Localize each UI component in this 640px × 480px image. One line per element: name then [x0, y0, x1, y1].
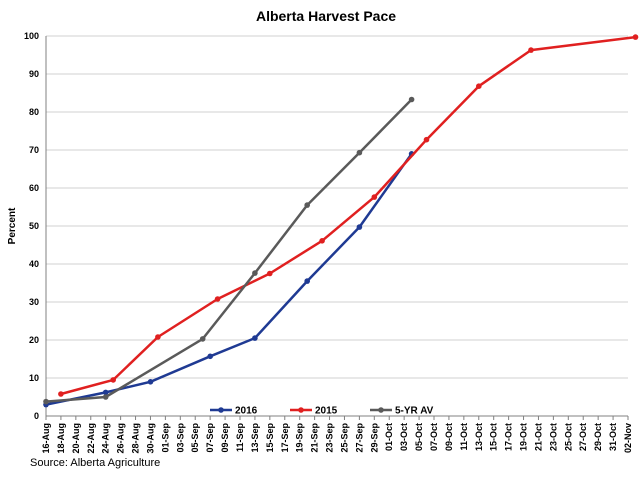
- data-point: [304, 202, 311, 208]
- y-tick-label: 30: [29, 297, 39, 307]
- x-tick-label: 25-Sep: [339, 422, 349, 452]
- data-point: [102, 389, 109, 396]
- y-tick-label: 0: [34, 411, 39, 421]
- data-point: [267, 270, 273, 277]
- series-2015: [58, 34, 639, 397]
- x-tick-label: 13-Sep: [250, 422, 260, 452]
- chart-title: Alberta Harvest Pace: [256, 8, 396, 24]
- x-tick-label: 07-Sep: [205, 422, 215, 452]
- x-tick-label: 23-Oct: [548, 423, 558, 451]
- data-point: [319, 238, 325, 244]
- y-tick-label: 20: [29, 335, 39, 345]
- data-point: [356, 149, 363, 156]
- data-point: [207, 353, 213, 360]
- x-tick-label: 19-Oct: [519, 423, 529, 451]
- x-tick-label: 27-Sep: [354, 422, 364, 452]
- x-tick-label: 11-Oct: [459, 423, 469, 451]
- x-tick-label: 30-Aug: [145, 423, 155, 454]
- x-tick-label: 19-Sep: [295, 422, 305, 452]
- data-point: [371, 194, 378, 200]
- x-tick-label: 01-Sep: [160, 422, 170, 452]
- x-tick-label: 03-Sep: [175, 422, 185, 452]
- y-tick-label: 10: [29, 373, 39, 383]
- x-tick-label: 15-Sep: [265, 422, 275, 452]
- x-tick-label: 05-Sep: [190, 422, 200, 452]
- data-point: [476, 83, 482, 89]
- y-tick-labels: 0 10 20 30 40 50 60 70 80 90 100: [24, 31, 39, 421]
- data-point: [356, 224, 363, 230]
- x-tick-label: 29-Sep: [369, 422, 379, 452]
- x-tick-label: 09-Oct: [444, 423, 454, 451]
- x-tick-label: 01-Oct: [384, 423, 394, 451]
- x-tick-label: 23-Sep: [325, 422, 335, 452]
- x-tick-label: 17-Oct: [504, 423, 514, 451]
- x-tick-label: 11-Sep: [235, 423, 245, 453]
- x-tick-label: 25-Oct: [563, 423, 573, 451]
- legend-label: 5-YR AV: [395, 406, 434, 417]
- legend-marker: [378, 407, 384, 413]
- x-tick-label: 07-Oct: [429, 423, 439, 451]
- data-point: [147, 379, 154, 385]
- x-tick-label: 29-Oct: [593, 423, 603, 451]
- legend-marker: [218, 407, 224, 413]
- legend-label: 2016: [235, 406, 258, 417]
- data-point: [155, 334, 161, 340]
- x-tick-labels: 16-Aug 18-Aug 20-Aug 22-Aug 24-Aug 26-Aug 28-A…: [41, 416, 633, 454]
- x-tick-label: 24-Aug: [101, 423, 111, 454]
- x-tick-label: 27-Oct: [578, 423, 588, 451]
- data-point: [528, 47, 534, 53]
- x-tick-label: 28-Aug: [131, 423, 141, 454]
- x-tick-label: 15-Oct: [489, 423, 499, 451]
- legend-label: 2015: [315, 406, 338, 417]
- x-tick-label: 20-Aug: [71, 423, 81, 454]
- data-point: [423, 136, 430, 143]
- x-tick-label: 26-Aug: [116, 423, 126, 454]
- x-tick-label: 21-Oct: [533, 423, 543, 451]
- x-tick-label: 16-Aug: [41, 423, 51, 454]
- gridlines: [45, 35, 628, 417]
- x-tick-label: 18-Aug: [56, 423, 66, 454]
- data-point: [408, 96, 415, 103]
- data-point: [632, 34, 639, 40]
- x-tick-label: 22-Aug: [86, 423, 96, 454]
- data-point: [199, 336, 206, 342]
- data-point: [252, 270, 258, 276]
- y-tick-label: 60: [29, 183, 39, 193]
- data-point: [214, 296, 221, 302]
- data-point: [102, 394, 109, 400]
- y-tick-label: 100: [24, 31, 39, 41]
- x-tick-label: 02-Nov: [623, 423, 633, 453]
- series-line: [45, 153, 413, 406]
- x-tick-label: 13-Oct: [474, 423, 484, 451]
- x-tick-label: 05-Oct: [414, 423, 424, 451]
- data-point: [110, 377, 116, 383]
- legend-marker: [298, 407, 304, 413]
- data-point: [252, 335, 258, 341]
- y-tick-label: 70: [29, 145, 39, 155]
- data-point: [43, 398, 49, 405]
- legend: 2016 2015 5-YR AV: [210, 406, 434, 417]
- x-tick-label: 21-Sep: [310, 422, 320, 452]
- y-tick-label: 40: [29, 259, 39, 269]
- source-note: Source: Alberta Agriculture: [30, 457, 160, 469]
- y-tick-label: 90: [29, 69, 39, 79]
- x-tick-label: 09-Sep: [220, 422, 230, 452]
- y-tick-label: 80: [29, 107, 39, 117]
- series-lines: [43, 34, 639, 408]
- series-2016: [43, 151, 415, 408]
- y-axis-label: Percent: [7, 207, 18, 244]
- x-tick-label: 31-Oct: [608, 423, 618, 451]
- x-tick-label: 03-Oct: [399, 423, 409, 451]
- data-point: [304, 278, 311, 284]
- x-tick-label: 17-Sep: [280, 422, 290, 452]
- series-5-yr-av: [43, 96, 415, 405]
- y-tick-label: 50: [29, 221, 39, 231]
- data-point: [58, 391, 64, 397]
